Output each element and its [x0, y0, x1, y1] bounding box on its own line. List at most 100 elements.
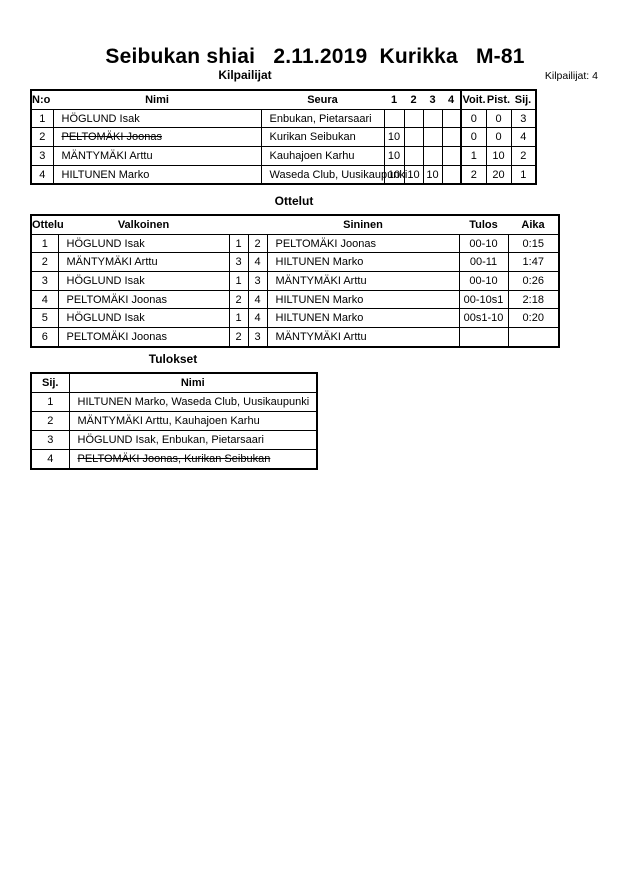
tulokset-header-row: Sij. Nimi: [31, 373, 317, 393]
cell-seura: Kurikan Seibukan: [260, 127, 385, 148]
col-header-round4: 4: [442, 90, 461, 110]
cell-round2: [403, 127, 424, 148]
cell-round3: 10: [422, 164, 443, 185]
col-header-aika: Aika: [508, 215, 559, 235]
cell-no: 3: [30, 146, 54, 166]
cell-pist: 0: [485, 108, 512, 129]
table-row: 4 PELTOMÄKI Joonas, Kurikan Seibukan: [30, 449, 318, 470]
col-header-round2: 2: [404, 90, 423, 110]
cell-sij: 1: [30, 392, 70, 412]
cell-aika: 1:47: [507, 252, 560, 273]
cell-no: 4: [30, 164, 54, 185]
col-header-sij: Sij.: [511, 90, 536, 110]
table-row: 5 HÖGLUND Isak 1 4 HILTUNEN Marko 00s1-1…: [30, 308, 560, 329]
cell-valkoinen: HÖGLUND Isak: [57, 233, 230, 254]
cell-seura: Waseda Club, Uusikaupunki: [260, 164, 407, 185]
cell-aika: 0:26: [507, 271, 560, 291]
cell-nimi: HILTUNEN Marko: [52, 164, 262, 185]
cell-voit: 2: [460, 164, 487, 185]
cell-tulos: [458, 327, 509, 348]
cell-round1: 10: [383, 127, 405, 148]
cell-round4: [441, 164, 462, 185]
cell-round4: [441, 127, 462, 148]
cell-match-no: 5: [30, 308, 59, 329]
cell-round4: [441, 146, 462, 166]
col-header-sij: Sij.: [31, 373, 69, 393]
cell-round1: [383, 108, 405, 129]
col-header-sininen: Sininen: [267, 215, 459, 235]
cell-match-no: 3: [30, 271, 59, 291]
cell-match-no: 6: [30, 327, 59, 348]
cell-seura: Kauhajoen Karhu: [260, 146, 385, 166]
ottelut-table: Ottelu Valkoinen Sininen Tulos Aika 1 HÖ…: [30, 214, 560, 348]
cell-sij: 3: [30, 430, 70, 450]
cell-round2: [403, 108, 424, 129]
cell-round1: 10: [383, 164, 405, 185]
cell-white-no: 2: [228, 327, 249, 348]
cell-no: 2: [30, 127, 54, 148]
cell-round1: 10: [383, 146, 405, 166]
col-header-ottelu: Ottelu: [31, 215, 64, 235]
col-header-seura: Seura: [261, 90, 384, 110]
cell-tulos: 00-10s1: [458, 289, 509, 310]
table-row: 2 PELTOMÄKI Joonas Kurikan Seibukan 10 0…: [30, 127, 537, 148]
cell-sininen: MÄNTYMÄKI Arttu: [266, 327, 460, 348]
cell-nimi: HÖGLUND Isak: [52, 108, 262, 129]
cell-blue-no: 3: [247, 271, 268, 291]
table-row: 3 HÖGLUND Isak, Enbukan, Pietarsaari: [30, 430, 318, 450]
tulokset-table: Sij. Nimi 1 HILTUNEN Marko, Waseda Club,…: [30, 372, 318, 470]
cell-voit: 0: [460, 127, 487, 148]
cell-tulos: 00-11: [458, 252, 509, 273]
table-row: 1 HILTUNEN Marko, Waseda Club, Uusikaupu…: [30, 392, 318, 412]
col-header-valkoinen: Valkoinen: [58, 215, 229, 235]
cell-sij: 4: [30, 449, 70, 470]
cell-blue-no: 2: [247, 233, 268, 254]
cell-round2: 10: [403, 164, 424, 185]
col-header-tulos: Tulos: [459, 215, 508, 235]
col-header-blue-no: [248, 215, 267, 235]
cell-blue-no: 3: [247, 327, 268, 348]
cell-valkoinen: PELTOMÄKI Joonas: [57, 289, 230, 310]
ottelut-header-row: Ottelu Valkoinen Sininen Tulos Aika: [31, 215, 559, 235]
cell-white-no: 3: [228, 252, 249, 273]
cell-seura: Enbukan, Pietarsaari: [260, 108, 385, 129]
cell-white-no: 1: [228, 308, 249, 329]
cell-sij: 1: [510, 164, 537, 185]
cell-valkoinen: PELTOMÄKI Joonas: [57, 327, 230, 348]
cell-match-no: 1: [30, 233, 59, 254]
cell-no: 1: [30, 108, 54, 129]
col-header-pist: Pist.: [486, 90, 511, 110]
cell-sininen: MÄNTYMÄKI Arttu: [266, 271, 460, 291]
table-row: 4 HILTUNEN Marko Waseda Club, Uusikaupun…: [30, 164, 537, 185]
cell-voit: 0: [460, 108, 487, 129]
cell-tulos: 00s1-10: [458, 308, 509, 329]
cell-voit: 1: [460, 146, 487, 166]
col-header-nimi: Nimi: [53, 90, 261, 110]
cell-nimi: PELTOMÄKI Joonas, Kurikan Seibukan: [68, 449, 318, 470]
col-header-round1: 1: [384, 90, 404, 110]
cell-blue-no: 4: [247, 308, 268, 329]
cell-aika: 0:20: [507, 308, 560, 329]
cell-match-no: 2: [30, 252, 59, 273]
cell-white-no: 1: [228, 271, 249, 291]
cell-nimi: MÄNTYMÄKI Arttu, Kauhajoen Karhu: [68, 411, 318, 431]
table-row: 1 HÖGLUND Isak 1 2 PELTOMÄKI Joonas 00-1…: [30, 233, 560, 254]
section-title-ottelut: Ottelut: [274, 194, 314, 208]
kilpailijat-header-row: N:o Nimi Seura 1 2 3 4 Voit. Pist. Sij.: [31, 90, 536, 110]
cell-sininen: HILTUNEN Marko: [266, 252, 460, 273]
cell-valkoinen: HÖGLUND Isak: [57, 308, 230, 329]
cell-nimi: HILTUNEN Marko, Waseda Club, Uusikaupunk…: [68, 392, 318, 412]
cell-round4: [441, 108, 462, 129]
table-row: 1 HÖGLUND Isak Enbukan, Pietarsaari 0 0 …: [30, 108, 537, 129]
cell-tulos: 00-10: [458, 271, 509, 291]
cell-round3: [422, 146, 443, 166]
cell-round2: [403, 146, 424, 166]
kilpailijat-table: N:o Nimi Seura 1 2 3 4 Voit. Pist. Sij. …: [30, 89, 537, 186]
cell-white-no: 2: [228, 289, 249, 310]
cell-aika: 0:15: [507, 233, 560, 254]
table-row: 4 PELTOMÄKI Joonas 2 4 HILTUNEN Marko 00…: [30, 289, 560, 310]
cell-round3: [422, 108, 443, 129]
table-row: 2 MÄNTYMÄKI Arttu 3 4 HILTUNEN Marko 00-…: [30, 252, 560, 273]
cell-sininen: PELTOMÄKI Joonas: [266, 233, 460, 254]
cell-blue-no: 4: [247, 289, 268, 310]
